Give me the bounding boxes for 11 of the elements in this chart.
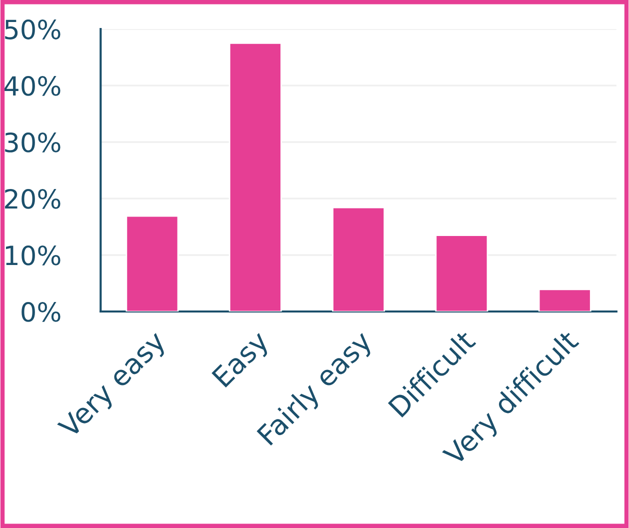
y-tick-label: 50% (5, 19, 60, 40)
bar (332, 206, 386, 312)
y-tick-label: 0% (22, 302, 60, 322)
y-tick-label: 20% (5, 188, 60, 209)
y-tick-label: 40% (4, 76, 60, 96)
bar (126, 215, 179, 312)
bar (228, 42, 282, 312)
bar (435, 234, 488, 312)
bar (538, 288, 592, 312)
y-tick-label: 30% (5, 132, 60, 152)
y-tick-label: 10% (6, 245, 60, 266)
